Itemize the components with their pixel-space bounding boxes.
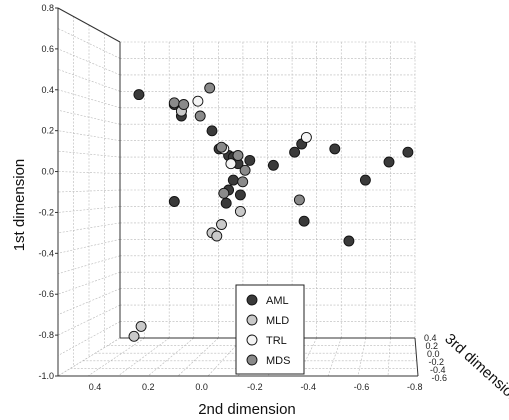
x-axis-title: 2nd dimension xyxy=(198,401,296,418)
data-point-mld xyxy=(234,205,246,217)
legend-label-trl: TRL xyxy=(266,335,287,347)
data-point-mds xyxy=(239,164,251,176)
y-tick-label: 0.2 xyxy=(41,126,54,136)
z-tick-label: 0.4 xyxy=(424,333,437,343)
z-axis-title: 3rd dimension xyxy=(441,330,509,406)
y-tick-label: -0.8 xyxy=(38,330,54,340)
z-tick-label: -0.2 xyxy=(429,357,445,367)
data-point-aml xyxy=(234,189,246,201)
data-point-mds xyxy=(168,97,180,109)
legend-label-mld: MLD xyxy=(266,315,289,327)
legend-marker-trl xyxy=(246,334,258,346)
data-point-aml xyxy=(168,196,180,207)
data-point-mds xyxy=(178,99,190,110)
data-point-aml xyxy=(244,154,256,166)
data-point-aml xyxy=(343,235,355,247)
data-point-mld xyxy=(211,230,223,242)
z-tick-label: -0.4 xyxy=(430,365,446,375)
data-point-aml xyxy=(133,89,145,101)
data-point-aml xyxy=(329,143,341,155)
data-point-aml xyxy=(289,146,301,158)
tick-labels: 0.80.60.40.20.0-0.2-0.4-0.6-0.8-1.00.4 0.… xyxy=(38,3,447,392)
data-point-aml xyxy=(220,197,232,209)
legend-label-mds: MDS xyxy=(266,355,290,367)
data-point-mds xyxy=(218,187,230,199)
data-point-mds xyxy=(216,141,227,153)
x-tick-label: -0.2 xyxy=(247,382,263,392)
y-tick-label: 0.0 xyxy=(41,167,54,177)
data-point-aml xyxy=(402,146,414,158)
plot-walls xyxy=(57,7,419,377)
y-axis-title: 1st dimension xyxy=(11,159,28,252)
data-point-mds xyxy=(194,110,206,122)
data-point-trl xyxy=(300,131,312,143)
data-point-mld xyxy=(135,320,147,332)
legend-marker-aml xyxy=(246,294,258,306)
x-tick-label: -0.4 xyxy=(300,382,316,392)
data-point-mds xyxy=(204,82,216,94)
y-tick-label: 0.8 xyxy=(41,3,54,13)
data-point-trl xyxy=(192,95,204,107)
data-point-aml xyxy=(359,174,371,186)
x-tick-label: 0.0 xyxy=(195,382,208,392)
legend: AML MLD TRL MDS xyxy=(235,284,305,375)
legend-label-aml: AML xyxy=(266,295,289,307)
data-point-mds xyxy=(232,150,244,161)
data-point-aml xyxy=(267,159,279,171)
y-tick-label: -0.6 xyxy=(38,289,54,299)
z-tick-label: -0.6 xyxy=(432,373,448,383)
x-tick-label: 0.4 xyxy=(89,382,102,392)
data-point-mld xyxy=(216,219,227,230)
data-point-aml xyxy=(383,156,395,168)
x-tick-label: 0.2 xyxy=(142,382,155,392)
y-tick-label: -1.0 xyxy=(38,371,54,381)
z-tick-label: 0.0 xyxy=(427,349,440,359)
data-point-mds xyxy=(237,176,249,188)
legend-marker-mld xyxy=(246,314,258,326)
data-point-aml xyxy=(227,174,239,186)
data-point-mds xyxy=(293,194,305,206)
z-tick-label: 0.2 xyxy=(426,341,439,351)
data-point-aml xyxy=(298,215,310,227)
x-tick-label: -0.6 xyxy=(354,382,370,392)
x-tick-label: -0.8 xyxy=(407,382,423,392)
y-tick-label: 0.4 xyxy=(41,85,54,95)
data-point-mld xyxy=(128,330,140,342)
data-point-aml xyxy=(206,125,218,137)
data-point-trl xyxy=(225,158,237,170)
y-tick-label: 0.6 xyxy=(41,44,54,54)
data-points xyxy=(128,82,414,342)
legend-marker-mds xyxy=(246,354,258,366)
y-tick-label: -0.4 xyxy=(38,248,54,258)
z-axis-line xyxy=(414,337,419,377)
y-tick-label: -0.2 xyxy=(38,207,54,217)
